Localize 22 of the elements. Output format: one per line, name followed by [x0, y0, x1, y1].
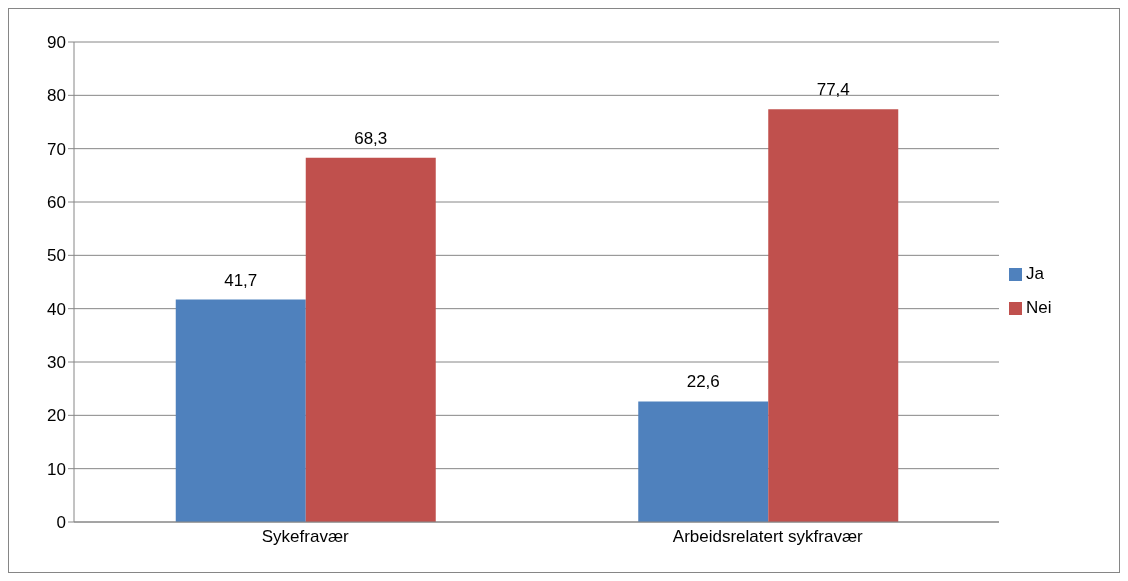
bar [638, 401, 769, 522]
y-tick-label: 80 [47, 86, 66, 106]
bar [175, 299, 306, 522]
data-label: 22,6 [686, 372, 720, 392]
y-tick-label: 0 [56, 513, 66, 533]
y-tick-label: 30 [47, 353, 66, 373]
bar [768, 109, 899, 522]
x-tick-label: Arbeidsrelatert sykfravær [672, 527, 864, 547]
y-tick-label: 60 [47, 193, 66, 213]
legend-label: Nei [1026, 297, 1052, 317]
data-label: 77,4 [816, 80, 850, 100]
y-tick-label: 90 [47, 33, 66, 53]
bar [305, 157, 436, 522]
y-tick-label: 40 [47, 299, 66, 319]
y-tick-label: 70 [47, 139, 66, 159]
y-tick-label: 20 [47, 406, 66, 426]
y-tick-label: 10 [47, 459, 66, 479]
data-label: 41,7 [224, 270, 258, 290]
y-tick-label: 50 [47, 246, 66, 266]
x-tick-label: Sykefravær [261, 527, 350, 547]
data-label: 68,3 [354, 128, 388, 148]
legend-label: Ja [1026, 263, 1044, 283]
